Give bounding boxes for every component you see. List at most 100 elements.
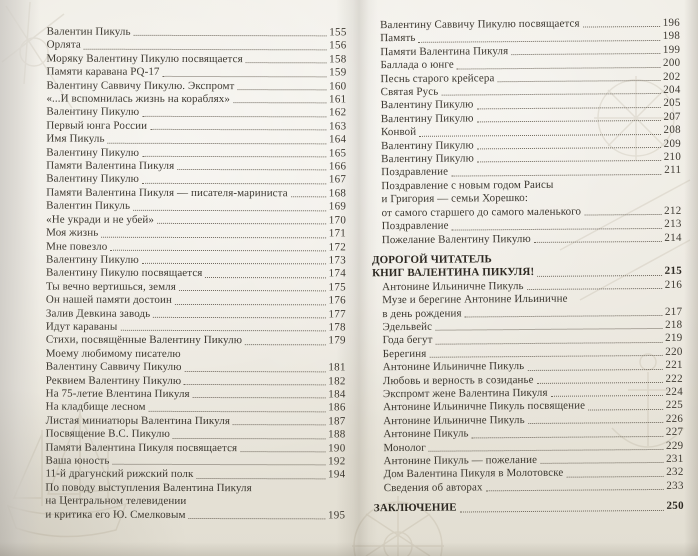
- toc-line: Памяти каравана PQ-17 159: [47, 66, 347, 80]
- toc-line: Памяти Валентина Пикуля 166: [46, 160, 346, 174]
- toc-entry: Залив Девкина заводь 177: [46, 307, 346, 321]
- toc-entry-title: Памяти Валентина Пикуля — писателя-марин…: [46, 186, 288, 200]
- toc-entry-title: Валентину Пикулю: [46, 173, 140, 186]
- dot-leader: [177, 169, 326, 171]
- toc-page-number: 181: [328, 361, 346, 374]
- toc-entry-title: КНИГ ВАЛЕНТИНА ПИКУЛЯ!: [372, 266, 535, 280]
- toc-entry-title: 11-й драгунский рижский полк: [45, 468, 194, 481]
- toc-right-page: Валентину Саввичу Пикулю посвящается 196 П…: [370, 17, 684, 516]
- dot-leader: [232, 102, 327, 104]
- toc-page-number: 202: [663, 70, 681, 83]
- toc-entry-title: По поводу выступления Валентина Пикуля: [45, 481, 252, 494]
- dot-leader: [174, 303, 326, 305]
- toc-line: Памяти Валентина Пикуля посвящается 190: [46, 441, 346, 455]
- toc-entry: Орлята 156: [47, 39, 347, 53]
- toc-page-number: 218: [665, 318, 683, 331]
- dot-leader: [178, 290, 326, 292]
- toc-page-number: 212: [664, 204, 682, 217]
- toc-line: На 75-летие Влентина Пикуля 184: [46, 388, 346, 402]
- toc-entry-title: на Центральном телевидении: [45, 494, 187, 508]
- toc-entry-title: Конвой: [380, 126, 417, 139]
- toc-entry: «Не укради и не убей» 170: [46, 213, 346, 227]
- dot-leader: [153, 316, 326, 319]
- dot-leader: [110, 249, 326, 252]
- dot-leader: [192, 397, 326, 399]
- toc-entry-title: Антонине Ильиничне Пикуль посвящение: [383, 399, 586, 414]
- toc-page-number: 182: [328, 374, 346, 387]
- toc-entry-title: ДОРОГОЙ ЧИТАТЕЛЬ: [371, 253, 492, 267]
- toc-line: Памяти Валентина Пикуля — писателя-марин…: [46, 186, 346, 200]
- dot-leader: [133, 35, 327, 37]
- toc-entry: На кладбище лесном 186: [46, 401, 346, 415]
- toc-page-number: 211: [664, 164, 682, 177]
- toc-entry-title: Памяти каравана PQ-17: [46, 65, 160, 79]
- toc-page-number: 158: [329, 53, 347, 66]
- toc-entry-title: Валентину Пикулю: [380, 98, 474, 112]
- dot-leader: [233, 424, 326, 426]
- toc-entry: Стихи, посвящённые Валентину Пикулю 179: [46, 334, 346, 348]
- toc-line: Валентину Саввичу Пикулю 181: [46, 361, 346, 375]
- toc-page-number: 175: [328, 281, 346, 294]
- toc-entry: Мне повезло 172: [46, 240, 346, 254]
- toc-line: Валентин Пикуль 169: [46, 200, 346, 214]
- dot-leader: [184, 383, 326, 386]
- toc-left-page: Валентин Пикуль 155 Орлята 156 Моряку Валент…: [45, 26, 346, 523]
- toc-page-number: 171: [328, 227, 347, 240]
- toc-entry: Он нашей памяти достоин 176: [46, 294, 346, 308]
- toc-page-number: 216: [664, 278, 683, 291]
- dot-leader: [435, 341, 663, 345]
- toc-entry-title: Памяти Валентина Пикуля: [46, 159, 175, 173]
- toc-entry-title: Дом Валентина Пикуля в Молотовске: [383, 467, 564, 481]
- dot-leader: [451, 173, 662, 177]
- book-bottom-shadow: [0, 542, 698, 556]
- photo-left-edge-shading: [0, 0, 40, 556]
- toc-entry: Памяти Валентина Пикуля посвящается 190: [46, 441, 346, 455]
- toc-entry-title: Залив Девкина заводь: [45, 307, 151, 320]
- dot-leader: [141, 182, 326, 185]
- dot-leader: [526, 288, 662, 291]
- dot-leader: [290, 196, 326, 198]
- toc-line: Моему любимому писателю: [46, 347, 346, 361]
- toc-line: Моряку Валентину Пикулю посвящается 158: [47, 52, 347, 66]
- toc-entry-title: Валентину Пикулю: [380, 112, 474, 125]
- toc-entry-title: Память: [380, 32, 416, 45]
- toc-entry-title: «Не укради и не убей»: [46, 213, 155, 226]
- toc-entry-title: Валентин Пикуль: [46, 25, 131, 38]
- toc-entry-title: Идут караваны: [45, 320, 118, 333]
- toc-entry: Первый юнга России 163: [46, 119, 346, 133]
- dot-leader: [536, 381, 663, 384]
- toc-page-number: 174: [328, 267, 347, 280]
- toc-page-number: 229: [665, 439, 684, 452]
- toc-line: Моя жизнь 171: [46, 227, 346, 241]
- dot-leader: [451, 227, 662, 231]
- toc-entry-title: Валентину Саввичу Пикулю посвящается: [380, 17, 580, 32]
- dot-leader: [245, 343, 326, 346]
- toc-line: Пожелание Валентину Пикулю 214: [382, 231, 682, 247]
- toc-entry-title: Берегиня: [382, 347, 427, 360]
- toc-entry-title: Любовь и верность в созиданье: [382, 373, 534, 387]
- toc-page-number: 198: [662, 30, 681, 43]
- toc-entry: Сведения об авторах 233: [374, 480, 684, 496]
- toc-entry-title: Пожелание Валентину Пикулю: [381, 232, 531, 246]
- toc-page-number: 226: [665, 412, 684, 425]
- toc-line: Ты вечно вертишься, земля 175: [46, 280, 346, 294]
- toc-page-number: 163: [328, 120, 347, 133]
- dot-leader: [184, 370, 326, 372]
- toc-page-number: 233: [666, 479, 684, 492]
- toc-page-number: 213: [664, 217, 682, 231]
- toc-entry-title: Года бегут: [382, 334, 433, 347]
- toc-entry: Листая миниатюры Валентина Пикуля 187: [46, 414, 346, 428]
- toc-entry: Валентину Пикулю 162: [46, 106, 346, 120]
- toc-entry-title: Реквием Валентину Пикулю: [45, 374, 182, 387]
- dot-leader: [141, 263, 326, 265]
- toc-entry-title: Стихи, посвящённые Валентину Пикулю: [45, 333, 243, 347]
- dot-leader: [142, 155, 326, 158]
- toc-entry-title: Он нашей памяти достоин: [45, 293, 173, 307]
- toc-line: Ваша юность 192: [45, 455, 345, 469]
- toc-entry-title: Орлята: [46, 39, 81, 52]
- toc-entry-title: Валентину Пикулю: [46, 146, 140, 159]
- toc-entry: Поздравление с новым годом Раисы и Григор…: [371, 178, 681, 221]
- dot-leader: [205, 276, 326, 279]
- toc-page-number: 177: [328, 307, 346, 320]
